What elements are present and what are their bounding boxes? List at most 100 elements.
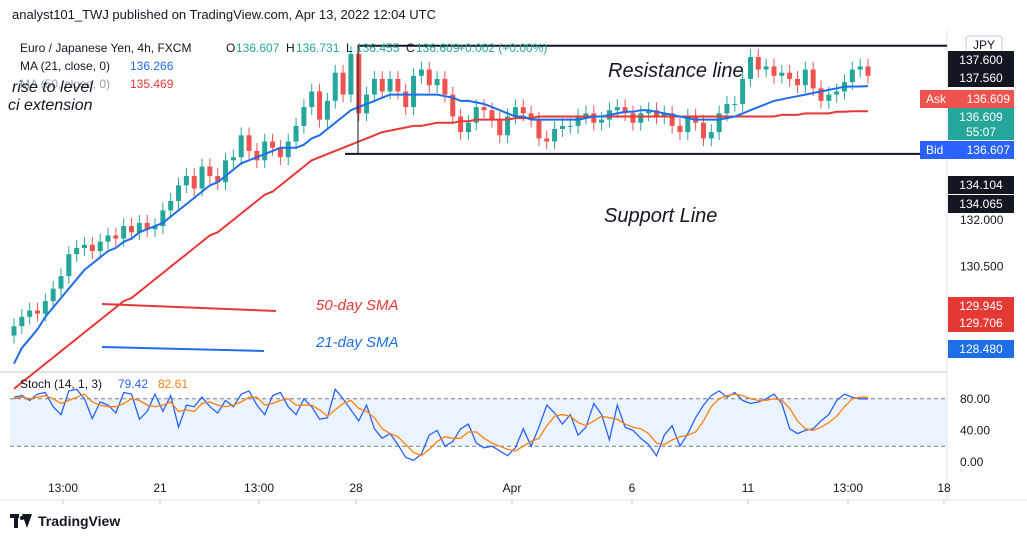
- candle-body[interactable]: [771, 66, 777, 76]
- candle-body[interactable]: [160, 210, 166, 227]
- candle-body[interactable]: [552, 129, 558, 142]
- candle-body[interactable]: [481, 107, 487, 111]
- candle-body[interactable]: [317, 91, 323, 120]
- candle-body[interactable]: [246, 135, 252, 151]
- candle-body[interactable]: [371, 78, 377, 95]
- candle-body[interactable]: [183, 175, 189, 186]
- candle-body[interactable]: [865, 66, 871, 76]
- candle-body[interactable]: [512, 107, 518, 117]
- candle-body[interactable]: [168, 201, 174, 211]
- candle-body[interactable]: [89, 244, 95, 252]
- candle-body[interactable]: [82, 244, 88, 248]
- candle-body[interactable]: [575, 116, 581, 126]
- candle-body[interactable]: [677, 125, 683, 133]
- candle-body[interactable]: [779, 72, 785, 76]
- candle-body[interactable]: [238, 135, 244, 158]
- candle-body[interactable]: [614, 107, 620, 111]
- candle-body[interactable]: [348, 53, 354, 95]
- candle-body[interactable]: [199, 166, 205, 189]
- candle-body[interactable]: [465, 122, 471, 133]
- candle-body[interactable]: [230, 157, 236, 161]
- candle-body[interactable]: [324, 100, 330, 120]
- candle-body[interactable]: [450, 94, 456, 117]
- candle-body[interactable]: [58, 276, 64, 289]
- candle-body[interactable]: [818, 88, 824, 101]
- candle-body[interactable]: [661, 113, 667, 117]
- candle-body[interactable]: [215, 175, 221, 183]
- stoch-d-line[interactable]: [13, 393, 868, 457]
- candle-body[interactable]: [191, 175, 197, 189]
- candle-body[interactable]: [418, 69, 424, 76]
- candle-body[interactable]: [536, 119, 542, 139]
- ma50-line[interactable]: [13, 110, 868, 390]
- candle-body[interactable]: [113, 235, 119, 239]
- candle-body[interactable]: [136, 222, 142, 233]
- candle-body[interactable]: [630, 113, 636, 123]
- candle-body[interactable]: [685, 116, 691, 133]
- candle-body[interactable]: [387, 78, 393, 92]
- candle-body[interactable]: [129, 226, 135, 233]
- candle-body[interactable]: [528, 113, 534, 120]
- candle-body[interactable]: [716, 113, 722, 133]
- candle-body[interactable]: [19, 316, 25, 327]
- candle-body[interactable]: [599, 119, 605, 123]
- candle-body[interactable]: [638, 113, 644, 123]
- candle-body[interactable]: [74, 247, 80, 255]
- candle-body[interactable]: [254, 150, 260, 161]
- candle-body[interactable]: [332, 72, 338, 101]
- candle-body[interactable]: [144, 222, 150, 230]
- candle-body[interactable]: [591, 113, 597, 123]
- candle-body[interactable]: [152, 226, 158, 230]
- candle-body[interactable]: [708, 132, 714, 139]
- candle-body[interactable]: [285, 141, 291, 158]
- candle-body[interactable]: [622, 107, 628, 114]
- candle-body[interactable]: [66, 254, 72, 277]
- candle-body[interactable]: [505, 116, 511, 136]
- candle-body[interactable]: [309, 91, 315, 108]
- candle-body[interactable]: [653, 110, 659, 117]
- ma21-line[interactable]: [13, 85, 869, 365]
- candle-body[interactable]: [356, 53, 362, 114]
- candle-body[interactable]: [50, 288, 56, 302]
- candle-body[interactable]: [262, 141, 268, 161]
- candle-body[interactable]: [583, 113, 589, 117]
- candle-body[interactable]: [277, 147, 283, 158]
- candle-body[interactable]: [473, 107, 479, 123]
- candle-body[interactable]: [207, 166, 213, 176]
- candle-body[interactable]: [724, 103, 730, 114]
- candle-body[interactable]: [35, 310, 41, 314]
- candle-body[interactable]: [700, 122, 706, 139]
- candle-body[interactable]: [176, 185, 182, 201]
- tradingview-brand[interactable]: TradingView: [10, 510, 120, 532]
- candle-body[interactable]: [27, 310, 33, 317]
- candle-body[interactable]: [849, 69, 855, 83]
- candle-body[interactable]: [857, 66, 863, 70]
- candle-body[interactable]: [42, 301, 48, 314]
- candle-body[interactable]: [121, 226, 127, 239]
- candle-body[interactable]: [567, 125, 573, 127]
- candle-body[interactable]: [458, 116, 464, 133]
- candle-body[interactable]: [11, 326, 17, 336]
- candle-body[interactable]: [403, 91, 409, 108]
- candle-body[interactable]: [646, 110, 652, 114]
- candle-body[interactable]: [489, 110, 495, 120]
- candle-body[interactable]: [763, 66, 769, 70]
- candle-body[interactable]: [802, 69, 808, 86]
- candle-body[interactable]: [379, 78, 385, 92]
- candle-body[interactable]: [810, 69, 816, 89]
- candle-body[interactable]: [544, 138, 550, 142]
- candle-body[interactable]: [747, 57, 753, 79]
- candle-body[interactable]: [740, 78, 746, 104]
- candle-body[interactable]: [223, 160, 229, 183]
- candle-body[interactable]: [97, 241, 103, 252]
- candle-body[interactable]: [340, 72, 346, 95]
- candle-body[interactable]: [270, 141, 276, 148]
- candle-body[interactable]: [426, 69, 432, 86]
- candle-body[interactable]: [293, 125, 299, 142]
- candle-body[interactable]: [395, 78, 401, 92]
- candle-body[interactable]: [434, 78, 440, 86]
- candle-body[interactable]: [520, 107, 526, 114]
- candle-body[interactable]: [442, 78, 448, 95]
